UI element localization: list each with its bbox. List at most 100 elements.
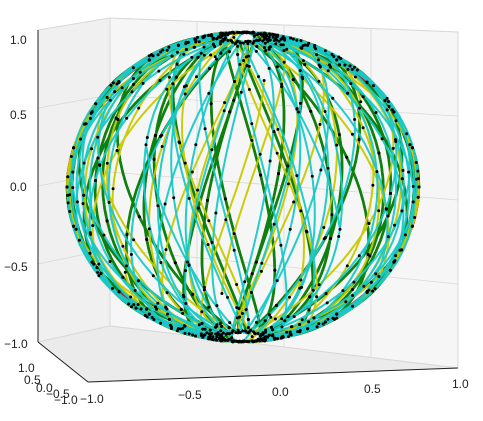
back-pane-left xyxy=(37,17,111,343)
marker-point xyxy=(131,66,135,70)
marker-point xyxy=(202,288,206,292)
marker-point xyxy=(281,36,285,40)
marker-point xyxy=(344,300,348,304)
marker-point xyxy=(261,39,265,43)
marker-point xyxy=(197,40,201,44)
marker-point xyxy=(218,42,222,46)
marker-point xyxy=(268,33,272,37)
marker-point xyxy=(353,75,357,79)
marker-point xyxy=(260,338,264,342)
marker-point xyxy=(286,164,290,168)
marker-point xyxy=(199,51,203,55)
marker-point xyxy=(380,137,384,141)
marker-point xyxy=(301,77,305,81)
marker-point xyxy=(147,58,151,62)
z-tick-label: −0.5 xyxy=(4,260,28,274)
marker-point xyxy=(89,111,93,115)
marker-point xyxy=(145,307,149,311)
marker-point xyxy=(393,259,397,263)
marker-point xyxy=(275,35,279,39)
marker-point xyxy=(182,85,186,89)
marker-point xyxy=(239,90,243,94)
marker-point xyxy=(191,333,195,337)
marker-point xyxy=(215,338,218,342)
marker-point xyxy=(272,39,276,42)
marker-point xyxy=(165,48,169,52)
marker-point xyxy=(234,331,238,335)
marker-point xyxy=(281,334,285,338)
marker-point xyxy=(259,173,263,177)
marker-point xyxy=(400,209,404,213)
marker-point xyxy=(280,325,284,329)
grid-line xyxy=(37,325,111,343)
marker-point xyxy=(374,111,378,114)
marker-point xyxy=(280,317,284,321)
marker-point xyxy=(417,185,421,189)
marker-point xyxy=(186,260,189,264)
marker-point xyxy=(264,338,268,342)
marker-point xyxy=(113,90,117,94)
marker-point xyxy=(267,333,271,337)
marker-point xyxy=(108,260,112,263)
marker-point xyxy=(326,317,330,321)
marker-point xyxy=(377,275,381,279)
marker-point xyxy=(200,310,204,314)
marker-point xyxy=(328,63,331,67)
marker-point xyxy=(220,324,224,328)
marker-point xyxy=(202,53,206,57)
marker-point xyxy=(117,290,121,294)
marker-point xyxy=(208,328,212,332)
marker-point xyxy=(266,335,269,339)
marker-point xyxy=(264,328,268,332)
marker-point xyxy=(385,96,389,100)
marker-point xyxy=(66,201,70,205)
marker-point xyxy=(276,337,280,340)
marker-point xyxy=(307,308,311,312)
marker-point xyxy=(223,338,227,341)
marker-point xyxy=(275,279,279,283)
marker-point xyxy=(257,75,260,79)
marker-point xyxy=(71,170,75,174)
marker-point xyxy=(331,96,335,100)
marker-point xyxy=(211,42,215,46)
marker-point xyxy=(288,227,292,231)
marker-point xyxy=(275,151,279,155)
marker-point xyxy=(121,244,125,248)
marker-point xyxy=(286,182,290,186)
marker-point xyxy=(322,226,326,229)
marker-point xyxy=(309,109,313,113)
marker-point xyxy=(312,316,316,320)
marker-point xyxy=(405,132,409,136)
marker-point xyxy=(220,292,224,295)
marker-point xyxy=(329,237,333,240)
marker-point xyxy=(109,83,113,87)
marker-point xyxy=(92,262,96,266)
marker-point xyxy=(307,41,311,45)
marker-point xyxy=(244,329,248,333)
marker-point xyxy=(208,334,212,337)
marker-point xyxy=(316,58,320,62)
marker-point xyxy=(133,288,137,292)
marker-point xyxy=(365,80,369,84)
marker-point xyxy=(183,331,187,335)
marker-point xyxy=(315,53,319,57)
marker-point xyxy=(259,33,263,36)
marker-point xyxy=(165,291,169,295)
marker-point xyxy=(282,60,286,64)
marker-point xyxy=(210,240,214,244)
marker-point xyxy=(291,37,295,41)
marker-point xyxy=(357,254,361,258)
y-tick-label: 0.5 xyxy=(24,373,41,387)
marker-point xyxy=(247,88,251,91)
marker-point xyxy=(392,110,396,114)
marker-point xyxy=(196,55,200,59)
marker-point xyxy=(280,82,284,86)
marker-point xyxy=(250,138,254,142)
marker-point xyxy=(305,230,309,234)
marker-point xyxy=(272,336,276,340)
marker-point xyxy=(321,322,325,326)
marker-point xyxy=(232,248,236,252)
marker-point xyxy=(161,48,165,52)
marker-point xyxy=(215,57,218,61)
marker-point xyxy=(410,224,414,228)
